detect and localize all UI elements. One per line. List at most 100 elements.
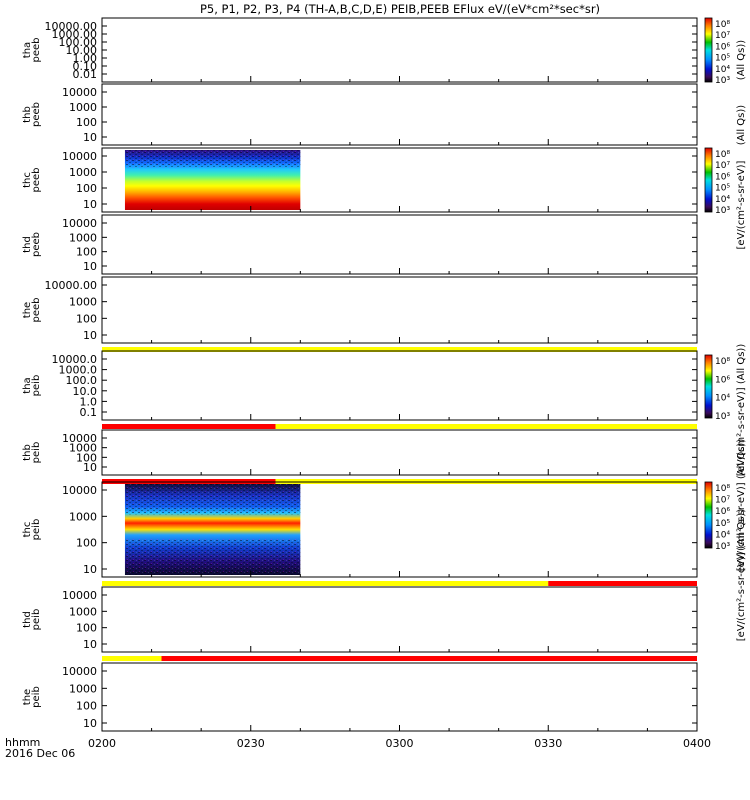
colorbar-gradient — [704, 17, 713, 83]
colorbar-tick-label: 10⁶ — [715, 42, 730, 52]
y-tick-label: 10000.0 — [52, 353, 98, 366]
y-tick-label: 100 — [76, 246, 97, 259]
colorbar-unit-label: [eV/(cm²-s-sr-eV)] (All Qs)) — [736, 509, 747, 642]
colorbar-tick-label: 10⁵ — [715, 519, 730, 529]
x-tick-label: 0400 — [683, 737, 711, 750]
y-tick-label: 10 — [83, 638, 97, 651]
y-tick-label: 10000 — [62, 589, 97, 602]
spectrogram-noise — [124, 539, 301, 576]
status-bar-segment — [102, 347, 697, 352]
y-tick-label: 0.01 — [73, 68, 98, 81]
panel-frame — [101, 429, 698, 476]
colorbar: 10⁸ 10⁶ 10⁴ 10³ — [704, 354, 730, 422]
colorbar-tick-label: 10⁸ — [715, 150, 730, 160]
y-tick-label: 10.00 — [66, 44, 98, 57]
y-tick-label: 10 — [83, 461, 97, 474]
panel-label: the — [22, 302, 33, 318]
colorbar-tick-label: 10³ — [715, 76, 730, 86]
status-bar-segment — [548, 581, 697, 586]
colorbar-tick-label: 10⁶ — [715, 172, 730, 182]
colorbar-gradient — [704, 147, 713, 213]
y-tick-label: 100 — [76, 116, 97, 129]
y-tick-label: 10 — [83, 563, 97, 576]
panel-label: peeb — [31, 298, 42, 323]
y-tick-label: 1.0 — [80, 395, 98, 408]
panel-frame — [101, 17, 698, 83]
panel-tha-peeb: thapeeb10000.001000.00100.0010.001.000.1… — [22, 17, 698, 83]
y-tick-label: 10000 — [62, 217, 97, 230]
colorbar-tick-label: 10⁸ — [715, 484, 730, 494]
panel-frame — [101, 214, 698, 275]
x-tick-label: 0300 — [386, 737, 414, 750]
x-tick-label: 0230 — [237, 737, 265, 750]
panel-label: tha — [22, 377, 33, 393]
colorbar-unit-label: (All Qs)) — [736, 40, 747, 80]
y-tick-label: 0.1 — [80, 406, 98, 419]
panel-label: peeb — [31, 232, 42, 257]
colorbar-tick-label: 10³ — [715, 542, 730, 552]
y-tick-label: 10 — [83, 717, 97, 730]
y-tick-label: 100.00 — [59, 36, 98, 49]
colorbar-tick-label: 10³ — [715, 206, 730, 216]
y-tick-label: 10000 — [62, 665, 97, 678]
x-tick-label: 0200 — [88, 737, 116, 750]
y-tick-label: 100 — [76, 700, 97, 713]
colorbar-gradient — [704, 354, 713, 419]
colorbar-unit-label: [eV/(cm²-s-sr-eV)] (All Qs)) — [736, 344, 747, 477]
y-tick-label: 10.0 — [73, 385, 98, 398]
y-tick-label: 100 — [76, 312, 97, 325]
y-tick-label: 100.0 — [66, 374, 98, 387]
y-tick-label: 1000 — [69, 296, 97, 309]
panel-label: thd — [22, 236, 33, 253]
y-tick-label: 1000.0 — [59, 364, 98, 377]
y-tick-label: 100 — [76, 182, 97, 195]
colorbar-tick-label: 10⁴ — [715, 530, 730, 540]
y-tick-label: 1000.00 — [52, 28, 98, 41]
y-tick-label: 100 — [76, 451, 97, 464]
panel-label: the — [22, 689, 33, 705]
y-tick-label: 1000 — [69, 101, 97, 114]
panel-label: peib — [31, 609, 42, 631]
panel-label: thc — [22, 172, 33, 188]
y-tick-label: 10 — [83, 260, 97, 273]
panel-frame — [101, 276, 698, 344]
panel-label: thc — [22, 522, 33, 538]
colorbar-unit-label: (All Qs)) — [736, 105, 747, 145]
panel-label: thb — [22, 444, 33, 461]
panel-frame — [101, 662, 698, 732]
y-tick-label: 10000 — [62, 484, 97, 497]
colorbar-tick-label: 10⁴ — [715, 195, 730, 205]
spectrogram-noise — [124, 484, 301, 515]
colorbar-tick-label: 10⁶ — [715, 507, 730, 517]
panel-label: peeb — [31, 102, 42, 127]
status-bar-segment — [275, 424, 697, 429]
y-tick-label: 1.00 — [73, 52, 98, 65]
y-tick-label: 10 — [83, 329, 97, 342]
y-tick-label: 1000 — [69, 682, 97, 695]
colorbar-unit-label: [eV/(cm²-s-sr-eV)] (All Qs)) — [736, 439, 747, 572]
colorbar-tick-label: 10⁷ — [715, 161, 730, 171]
y-tick-label: 1000 — [69, 510, 97, 523]
y-tick-label: 1000 — [69, 166, 97, 179]
x-axis-date: 2016 Dec 06 — [5, 747, 75, 760]
colorbar-tick-label: 10⁴ — [715, 394, 730, 404]
y-tick-label: 10000.00 — [45, 279, 98, 292]
y-tick-label: 10000.00 — [45, 20, 98, 33]
y-tick-label: 10 — [83, 131, 97, 144]
panel-label: peib — [31, 519, 42, 541]
panel-label: thb — [22, 106, 33, 123]
colorbar-tick-label: 10⁴ — [715, 65, 730, 75]
x-tick-label: 0330 — [534, 737, 562, 750]
colorbar-unit-label: [eV/(cm²-s-sr-eV)] — [736, 160, 747, 249]
